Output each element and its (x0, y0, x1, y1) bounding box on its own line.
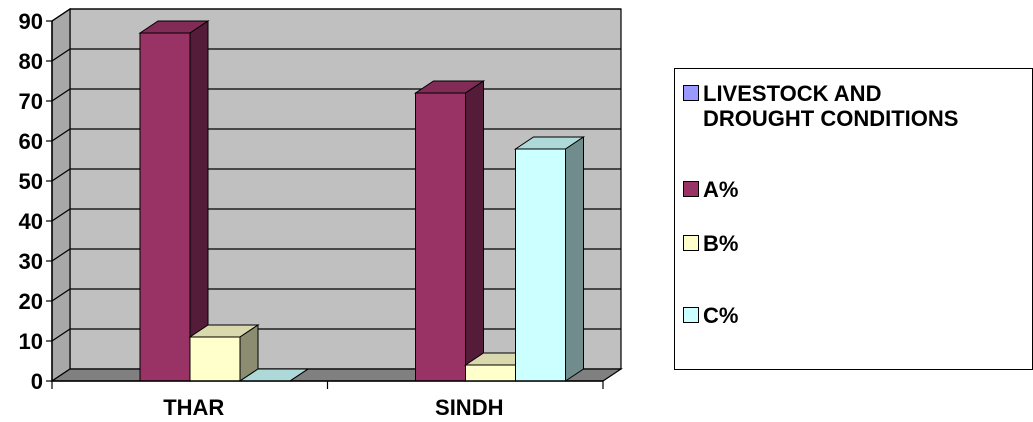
y-tick-label: 20 (19, 289, 43, 314)
legend-item: B% (683, 231, 738, 256)
x-category-label: THAR (163, 395, 224, 420)
bar-front (515, 148, 566, 382)
y-tick-label: 90 (19, 9, 43, 34)
y-tick-label: 40 (19, 209, 43, 234)
y-tick-label: 60 (19, 129, 43, 154)
bar-side (565, 136, 584, 382)
y-tick-label: 10 (19, 329, 43, 354)
legend-label: B% (703, 231, 739, 256)
gridline (51, 8, 621, 22)
gridline (51, 48, 621, 62)
legend-item: C% (683, 303, 738, 328)
bar-front (189, 336, 241, 382)
y-tick-label: 70 (19, 89, 43, 114)
bar-front (415, 92, 466, 382)
bar (188, 324, 260, 382)
x-category-label: SINDH (435, 395, 503, 420)
bars (138, 20, 586, 382)
y-axis: 0 10 20 30 40 50 60 70 80 90 (19, 9, 53, 394)
bar-chart: 0 10 20 30 40 50 60 70 80 90 THAR SINDH (19, 7, 623, 420)
bar-front (465, 364, 516, 382)
side-wall (51, 7, 71, 383)
bar (513, 136, 586, 382)
bar-side (465, 80, 484, 382)
legend-swatch (683, 85, 699, 101)
bar (413, 80, 486, 382)
legend-label: C% (703, 303, 739, 328)
legend: LIVESTOCK AND DROUGHT CONDITIONS A% B% C% (674, 68, 1033, 370)
x-axis: THAR SINDH (51, 380, 604, 420)
legend-label: LIVESTOCK AND DROUGHT CONDITIONS (703, 81, 959, 131)
bar-side (289, 368, 309, 382)
legend-swatch (683, 307, 699, 323)
legend-item: A% (683, 177, 738, 202)
bar (138, 20, 210, 382)
y-tick-label: 0 (31, 369, 43, 394)
legend-swatch (683, 235, 699, 251)
y-tick-label: 30 (19, 249, 43, 274)
y-tick-label: 80 (19, 49, 43, 74)
y-tick-label: 50 (19, 169, 43, 194)
bar-front (139, 32, 191, 382)
legend-label: A% (703, 177, 739, 202)
legend-swatch (683, 181, 699, 197)
legend-item: LIVESTOCK AND DROUGHT CONDITIONS (683, 81, 958, 131)
